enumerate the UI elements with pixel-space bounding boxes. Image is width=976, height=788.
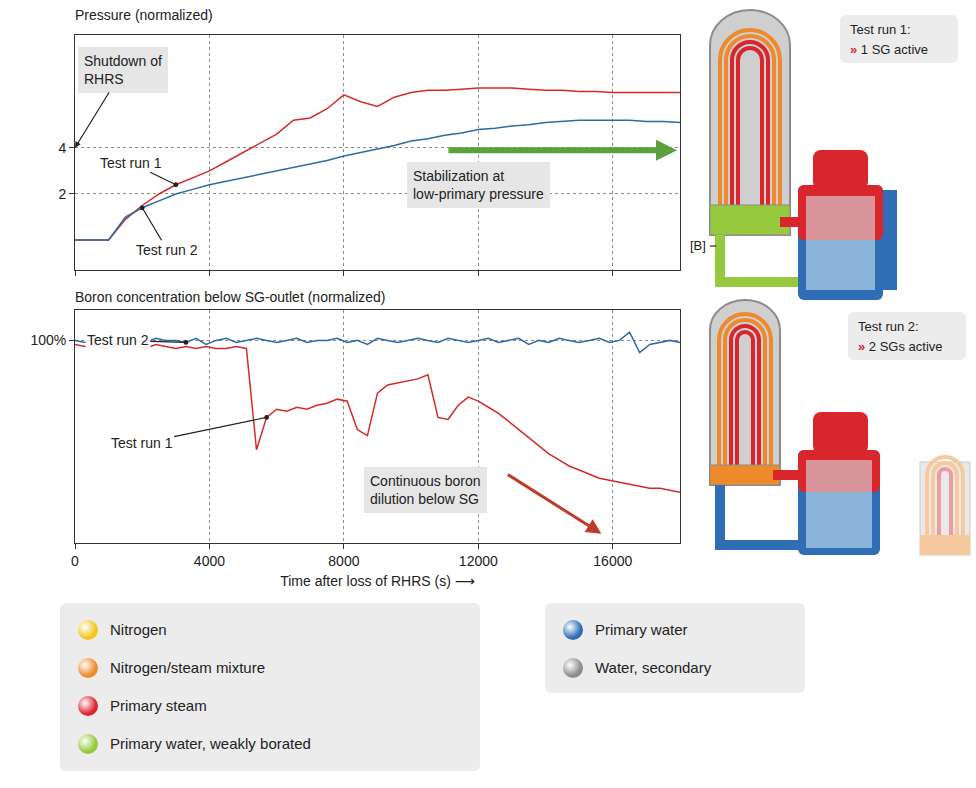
svg-text:Test run 1:: Test run 1: — [850, 22, 911, 37]
svg-text:Time after loss of RHRS (s) ⟶: Time after loss of RHRS (s) ⟶ — [280, 573, 475, 589]
svg-text:2: 2 — [58, 186, 66, 202]
svg-text:Stabilization atlow-primary pr: Stabilization atlow-primary pressure — [413, 168, 544, 202]
html-text:Water, secondary: Water, secondary — [595, 659, 712, 676]
html-text:Primary water, weakly borated: Primary water, weakly borated — [110, 735, 311, 752]
svg-text:Continuous borondilution below: Continuous borondilution below SG — [370, 473, 481, 507]
svg-text:4000: 4000 — [194, 553, 225, 569]
svg-text:Test run 1: Test run 1 — [111, 435, 173, 451]
html-text:Primary water: Primary water — [595, 621, 688, 638]
svg-text:Test run 2: Test run 2 — [136, 242, 198, 258]
svg-text:Test run 2: Test run 2 — [87, 332, 149, 348]
svg-text:4: 4 — [58, 140, 66, 156]
svg-text:Pressure (normalized): Pressure (normalized) — [75, 7, 213, 23]
html-text:Primary steam: Primary steam — [110, 697, 207, 714]
svg-text:Test run 1: Test run 1 — [100, 155, 162, 171]
svg-text:8000: 8000 — [328, 553, 359, 569]
svg-text:100%: 100% — [30, 332, 66, 348]
svg-text:» 1 SG active: » 1 SG active — [850, 42, 928, 57]
svg-text:[B]: [B] — [690, 238, 706, 253]
svg-text:Shutdown ofRHRS: Shutdown ofRHRS — [84, 53, 162, 87]
svg-text:12000: 12000 — [459, 553, 498, 569]
svg-text:» 2 SGs active: » 2 SGs active — [858, 339, 943, 354]
svg-text:Test run 2:: Test run 2: — [858, 319, 919, 334]
html-text:Nitrogen/steam mixture: Nitrogen/steam mixture — [110, 659, 266, 676]
svg-text:Boron concentration below SG-o: Boron concentration below SG-outlet (nor… — [75, 289, 386, 305]
svg-text:16000: 16000 — [593, 553, 632, 569]
html-text:Nitrogen: Nitrogen — [110, 621, 167, 638]
svg-text:0: 0 — [71, 553, 79, 569]
